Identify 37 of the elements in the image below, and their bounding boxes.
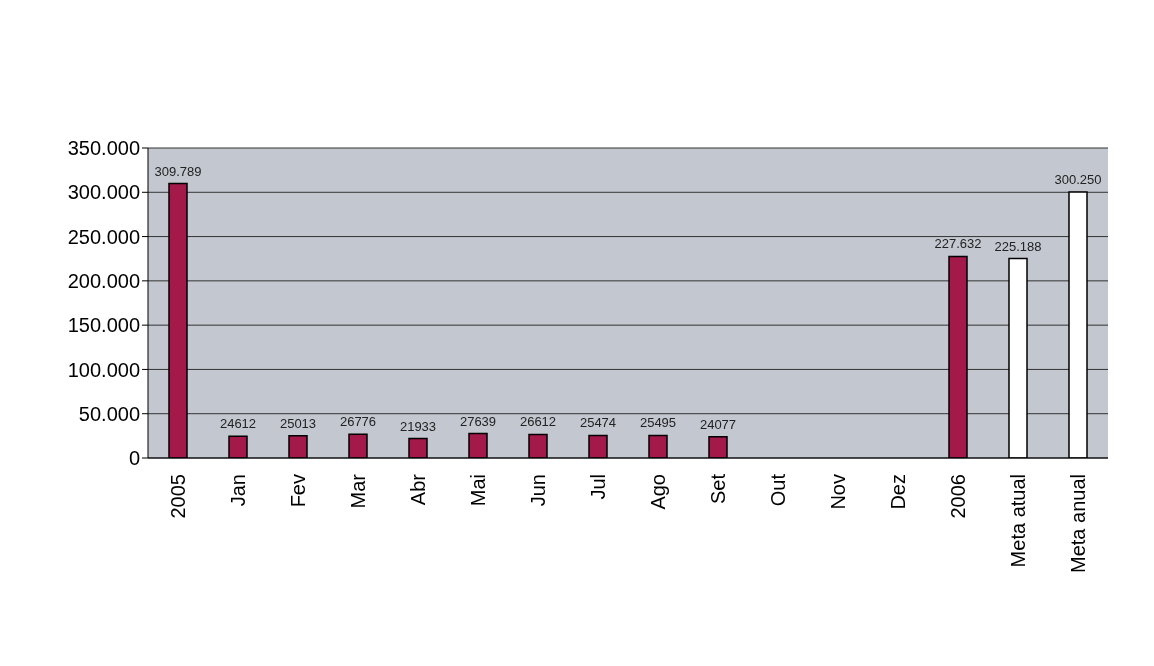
data-label: 26612 xyxy=(519,414,557,430)
data-label: 26776 xyxy=(339,414,377,430)
data-label: 225.188 xyxy=(994,238,1042,254)
y-tick-label: 250.000 xyxy=(67,225,140,248)
data-label: 24612 xyxy=(219,416,257,432)
x-tick-label: Meta atual xyxy=(1007,474,1029,568)
x-tick-label: Jul xyxy=(587,474,609,500)
y-tick-label: 200.000 xyxy=(67,269,140,292)
y-tick-label: 50.000 xyxy=(78,402,140,425)
x-tick-label: Abr xyxy=(407,473,429,506)
data-label: 25474 xyxy=(579,415,617,431)
data-label: 227.632 xyxy=(934,236,982,252)
data-label: 21933 xyxy=(399,418,437,434)
data-label: 309.789 xyxy=(154,163,202,179)
data-label: 25013 xyxy=(279,415,317,431)
x-tick-label: Out xyxy=(767,473,789,507)
x-tick-label: 2005 xyxy=(167,474,189,519)
x-tick-label: Ago xyxy=(647,474,669,510)
y-tick-label: 350.000 xyxy=(67,137,140,160)
x-tick-label: Mai xyxy=(467,474,489,507)
x-tick-label: 2006 xyxy=(947,474,969,519)
data-label: 300.250 xyxy=(1054,172,1102,188)
data-label: 27639 xyxy=(459,413,497,429)
x-tick-label: Jan xyxy=(227,474,249,507)
y-tick-label: 150.000 xyxy=(67,314,140,337)
x-tick-label: Set xyxy=(707,473,729,505)
x-tick-label: Mar xyxy=(347,473,369,509)
x-tick-label: Jun xyxy=(527,474,549,507)
x-tick-label: Nov xyxy=(827,474,849,510)
x-tick-label: Fev xyxy=(287,474,309,508)
x-tick-label: Dez xyxy=(887,474,909,510)
y-tick-label: 100.000 xyxy=(67,358,140,381)
y-tick-label: 300.000 xyxy=(67,181,140,204)
data-label: 24077 xyxy=(699,416,737,432)
data-label: 25495 xyxy=(639,415,677,431)
x-tick-label: Meta anual xyxy=(1067,474,1089,573)
y-tick-label: 0 xyxy=(128,447,140,470)
